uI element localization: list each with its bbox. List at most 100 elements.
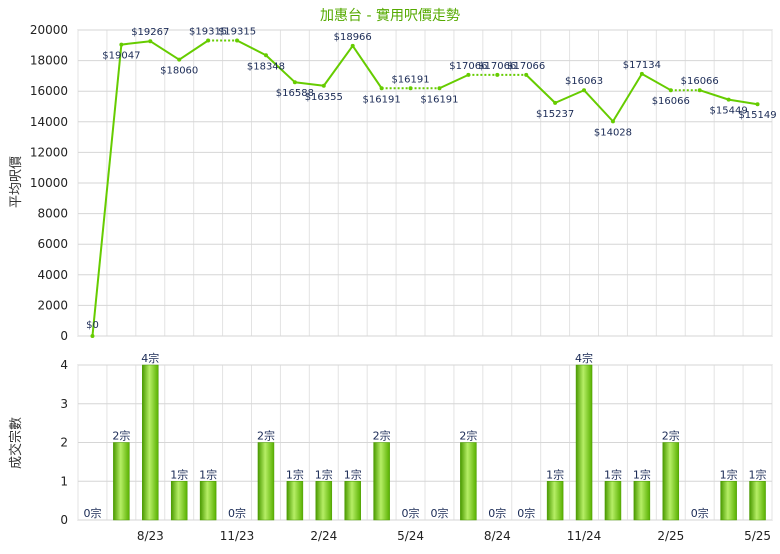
volume-bar: [460, 442, 477, 521]
price-line-segment: [265, 54, 296, 83]
volume-grid: [77, 364, 773, 521]
x-tick-label: 2/24: [310, 529, 337, 543]
price-point: [466, 72, 471, 77]
price-line-segment: [121, 40, 151, 46]
volume-y-tick: 1: [60, 474, 68, 488]
price-y-tick: 10000: [30, 176, 68, 190]
price-point: [206, 38, 211, 43]
price-point: [235, 38, 240, 43]
price-line-segment: [149, 40, 180, 61]
volume-bar: [344, 481, 361, 521]
price-point: [263, 53, 268, 58]
price-y-tick: 14000: [30, 115, 68, 129]
volume-data-label: 1宗: [199, 467, 217, 481]
price-data-label: $16191: [420, 94, 458, 105]
volume-data-label: 1宗: [546, 467, 564, 481]
price-data-label: $15237: [536, 109, 574, 120]
price-data-label: $17066: [449, 61, 487, 72]
price-data-label: $15149: [738, 110, 776, 121]
volume-data-labels: 0宗 2宗 4宗 1宗 1宗 0宗 2宗 1宗 1宗 1宗 2宗 0宗 0宗 2宗 0宗 0宗 1宗 4宗 1宗 1宗…: [83, 351, 766, 520]
price-y-tick: 4000: [37, 268, 68, 282]
price-data-label: $16191: [391, 74, 429, 85]
volume-bar: [662, 442, 680, 521]
volume-bar: [720, 481, 737, 521]
price-point: [321, 83, 326, 88]
x-tick-label: 11/23: [220, 529, 255, 543]
x-tick-label: 8/23: [137, 529, 164, 543]
price-point: [726, 97, 731, 102]
price-point: [495, 72, 500, 77]
price-data-label: $16355: [305, 92, 343, 103]
volume-bar: [170, 481, 188, 521]
price-data-label: $17066: [507, 61, 545, 72]
volume-bar: [633, 481, 651, 521]
price-point: [379, 86, 384, 91]
price-line-segment: [322, 45, 354, 87]
chart-title: 加惠台 - 實用呎價走勢: [320, 7, 460, 24]
price-y-tick: 20000: [30, 23, 68, 37]
price-point: [437, 86, 442, 91]
price-line-segment: [641, 72, 672, 92]
price-line-segment: [583, 89, 614, 123]
volume-y-tick: 3: [60, 397, 68, 411]
price-data-label: $17134: [623, 60, 661, 71]
price-line-segment: [294, 81, 324, 87]
price-point: [524, 72, 529, 77]
volume-y-tick: 2: [60, 436, 68, 450]
price-point: [697, 88, 702, 93]
price-y-tick: 8000: [37, 207, 68, 221]
price-line-segment: [525, 74, 556, 104]
volume-data-label: 0宗: [430, 506, 448, 520]
volume-data-label: 2宗: [662, 429, 680, 443]
volume-y-tick: 4: [60, 358, 68, 372]
price-point: [610, 119, 615, 124]
price-point: [177, 57, 182, 62]
price-points: [90, 38, 760, 338]
price-point: [350, 43, 355, 48]
price-data-label: $19315: [189, 26, 227, 37]
volume-data-label: 1宗: [720, 467, 738, 481]
price-y-axis-label: 平均呎價: [9, 156, 24, 208]
volume-y-tick: 0: [60, 513, 68, 527]
price-point: [90, 334, 95, 338]
price-point: [408, 86, 413, 91]
volume-bar: [199, 481, 217, 521]
x-tick-label: 2/25: [657, 529, 684, 543]
volume-data-label: 1宗: [604, 467, 622, 481]
volume-data-label: 0宗: [402, 506, 420, 520]
price-data-label: $19047: [102, 51, 140, 62]
price-line-segment: [178, 39, 209, 61]
volume-data-label: 1宗: [170, 467, 188, 481]
volume-data-label: 4宗: [141, 351, 159, 365]
price-point: [582, 88, 587, 93]
price-point: [119, 42, 124, 47]
x-axis-tick-labels: 8/23 11/23 2/24 5/24 8/24 11/24 2/25 5/25: [137, 529, 771, 543]
price-data-label: $18966: [334, 32, 372, 43]
volume-data-label: 0宗: [691, 506, 709, 520]
price-line-segment: [554, 89, 585, 104]
volume-data-label: 1宗: [749, 467, 767, 481]
volume-data-label: 0宗: [517, 506, 535, 520]
price-data-label: $0: [86, 320, 99, 331]
price-y-tick-labels: 0 2000 4000 6000 8000 10000 12000 14000 16000 180…: [30, 23, 68, 343]
volume-bars: [113, 364, 766, 521]
volume-bar: [113, 442, 130, 521]
x-tick-label: 11/24: [567, 529, 602, 543]
price-point: [755, 102, 760, 107]
price-data-label: $19315: [218, 26, 256, 37]
price-line-segment: [351, 45, 383, 89]
price-point: [639, 71, 644, 76]
price-point: [148, 39, 153, 44]
x-tick-label: 5/24: [397, 529, 424, 543]
price-data-label: $17066: [478, 61, 516, 72]
volume-bar: [286, 481, 304, 521]
volume-data-label: 0宗: [488, 506, 506, 520]
volume-bar: [315, 481, 333, 521]
price-line-segment: [439, 73, 469, 90]
volume-data-label: 2宗: [112, 429, 130, 443]
price-y-tick: 0: [60, 329, 68, 343]
price-data-label: $18348: [247, 61, 285, 72]
price-point: [668, 88, 673, 93]
price-line-segment: [699, 89, 729, 101]
